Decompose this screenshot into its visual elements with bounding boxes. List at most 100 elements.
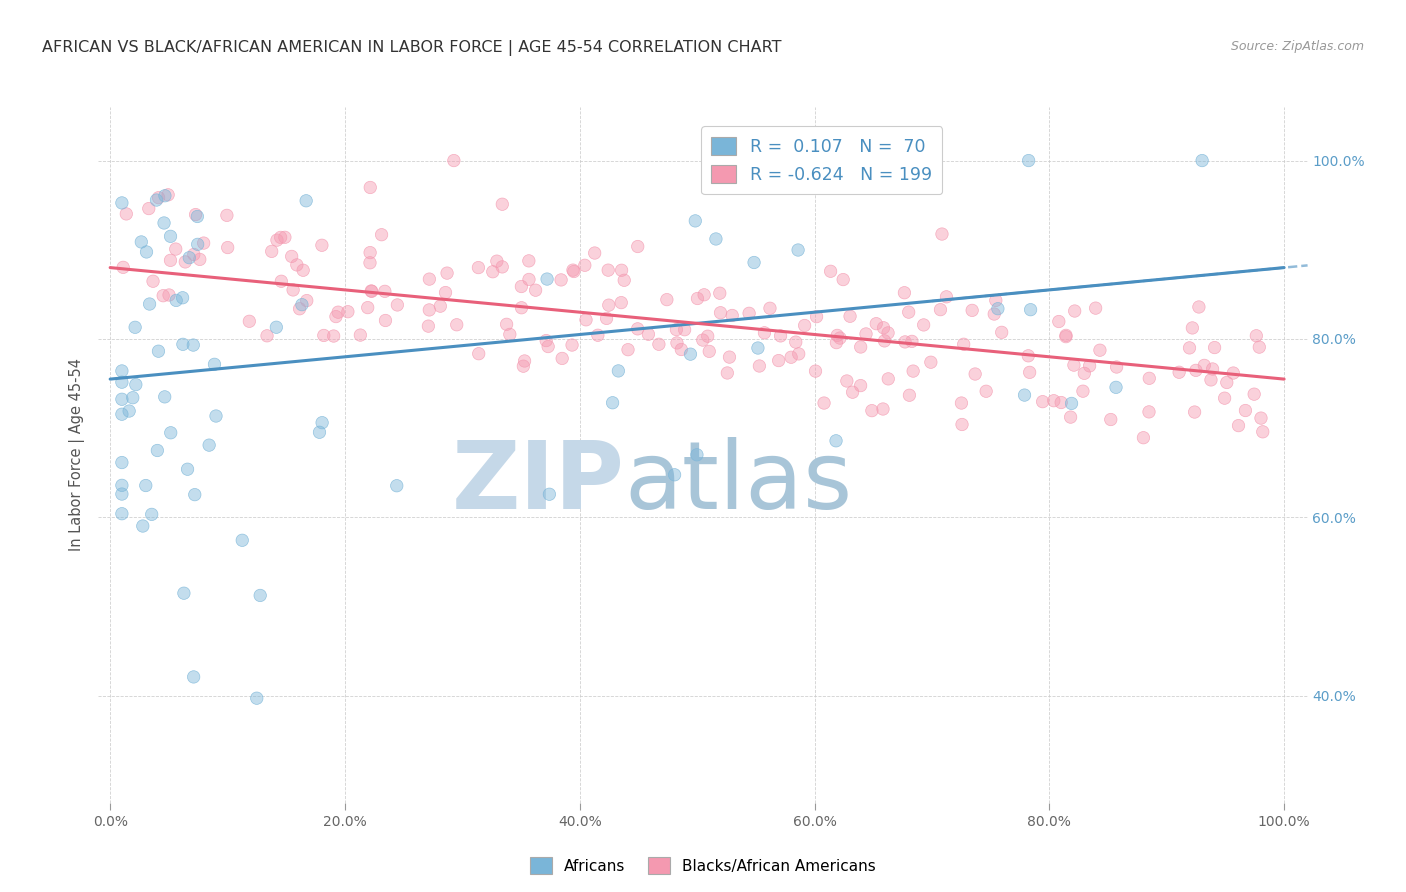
Point bbox=[872, 402, 894, 417]
Point bbox=[679, 347, 702, 361]
Point bbox=[1184, 405, 1206, 419]
Point bbox=[686, 448, 709, 462]
Point bbox=[860, 403, 883, 417]
Point bbox=[1073, 367, 1095, 381]
Point bbox=[813, 396, 835, 410]
Point bbox=[359, 256, 381, 270]
Point bbox=[865, 317, 887, 331]
Point bbox=[1222, 366, 1244, 380]
Point bbox=[534, 334, 557, 348]
Point bbox=[311, 238, 333, 252]
Point bbox=[855, 326, 877, 341]
Point bbox=[121, 391, 143, 405]
Point bbox=[1078, 359, 1101, 373]
Point bbox=[787, 243, 810, 257]
Point bbox=[115, 207, 138, 221]
Point bbox=[360, 285, 382, 299]
Point bbox=[748, 359, 770, 373]
Point bbox=[562, 264, 585, 278]
Point bbox=[517, 272, 540, 286]
Point bbox=[627, 322, 650, 336]
Point bbox=[984, 293, 1007, 308]
Point bbox=[153, 216, 176, 230]
Point bbox=[188, 252, 211, 267]
Point bbox=[901, 364, 924, 378]
Point bbox=[1050, 395, 1073, 409]
Point bbox=[1181, 321, 1204, 335]
Point bbox=[249, 589, 271, 603]
Point bbox=[673, 323, 696, 337]
Point bbox=[912, 318, 935, 332]
Point bbox=[575, 313, 598, 327]
Point bbox=[172, 291, 194, 305]
Point bbox=[288, 301, 311, 316]
Point bbox=[931, 227, 953, 241]
Point bbox=[1084, 301, 1107, 315]
Point bbox=[1099, 412, 1122, 426]
Point bbox=[1251, 425, 1274, 439]
Point bbox=[825, 335, 848, 350]
Point bbox=[897, 305, 920, 319]
Point bbox=[159, 425, 181, 440]
Point bbox=[721, 309, 744, 323]
Point bbox=[1084, 301, 1107, 315]
Point bbox=[648, 337, 671, 351]
Point bbox=[285, 258, 308, 272]
Point bbox=[665, 335, 688, 350]
Point bbox=[825, 328, 848, 343]
Point bbox=[159, 253, 181, 268]
Point bbox=[987, 301, 1010, 316]
Point bbox=[709, 286, 731, 301]
Point bbox=[246, 691, 269, 706]
Point bbox=[561, 338, 583, 352]
Point bbox=[920, 355, 942, 369]
Point bbox=[747, 341, 769, 355]
Point bbox=[349, 328, 371, 343]
Point bbox=[481, 265, 503, 279]
Point bbox=[665, 322, 688, 336]
Point bbox=[429, 299, 451, 313]
Point bbox=[142, 274, 165, 288]
Point bbox=[291, 298, 314, 312]
Point bbox=[513, 354, 536, 368]
Point bbox=[1243, 387, 1265, 401]
Point bbox=[491, 260, 513, 274]
Point bbox=[665, 322, 688, 336]
Point bbox=[716, 366, 738, 380]
Point bbox=[696, 329, 718, 343]
Point bbox=[374, 285, 396, 299]
Point bbox=[517, 253, 540, 268]
Point bbox=[820, 264, 842, 278]
Point bbox=[718, 350, 741, 364]
Point bbox=[841, 385, 863, 400]
Point bbox=[434, 285, 457, 300]
Point bbox=[806, 310, 828, 324]
Point bbox=[512, 359, 534, 374]
Point bbox=[1137, 405, 1160, 419]
Point bbox=[538, 487, 561, 501]
Point bbox=[1047, 314, 1070, 328]
Point bbox=[929, 302, 952, 317]
Point bbox=[769, 329, 792, 343]
Point bbox=[434, 285, 457, 300]
Point bbox=[935, 290, 957, 304]
Point bbox=[141, 508, 163, 522]
Point bbox=[1168, 365, 1191, 379]
Point bbox=[696, 329, 718, 343]
Point bbox=[1194, 359, 1216, 373]
Point bbox=[370, 227, 392, 242]
Point bbox=[1018, 365, 1040, 379]
Point bbox=[769, 329, 792, 343]
Point bbox=[418, 302, 440, 317]
Point bbox=[374, 285, 396, 299]
Point bbox=[111, 407, 134, 421]
Point bbox=[637, 327, 659, 342]
Point bbox=[359, 180, 381, 194]
Point bbox=[894, 334, 917, 349]
Point bbox=[984, 293, 1007, 308]
Point bbox=[721, 309, 744, 323]
Point bbox=[387, 298, 409, 312]
Point bbox=[165, 293, 187, 308]
Point bbox=[124, 320, 146, 334]
Point bbox=[550, 273, 572, 287]
